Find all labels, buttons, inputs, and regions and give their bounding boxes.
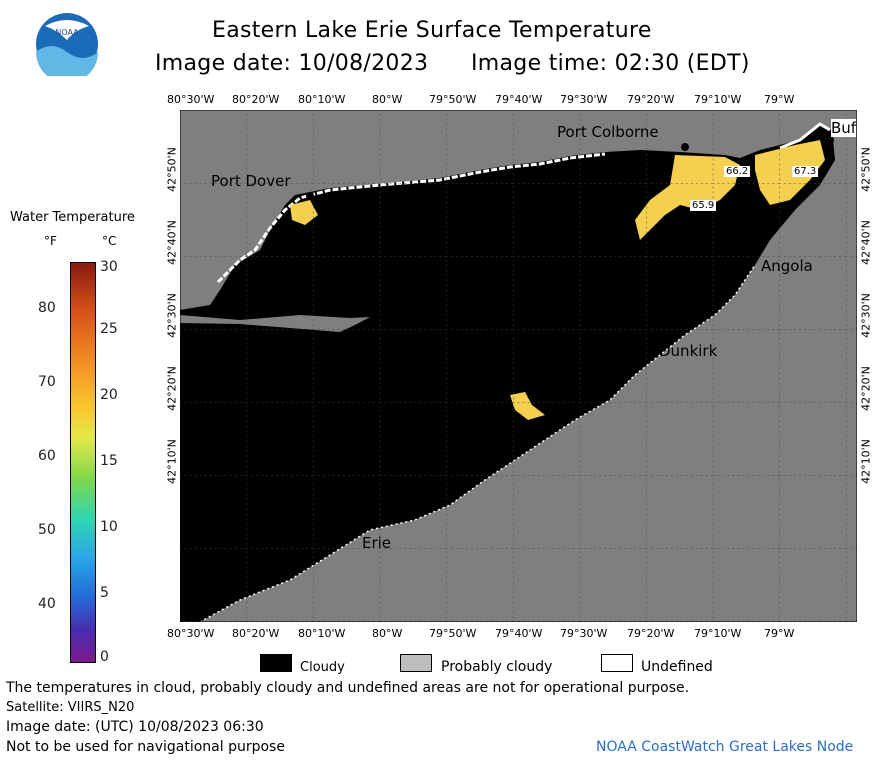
colorbar-tick-f: 80 [38,300,56,316]
lat-tick-right: 42°20'N [859,366,873,411]
lon-tick-top: 80°30'W [167,93,215,106]
colorbar-tick-f: 60 [38,448,56,464]
legend-label-probably-cloudy: Probably cloudy [441,659,553,675]
colorbar-tick-c: 0 [100,649,109,665]
lon-tick-top: 79°30'W [560,93,608,106]
label-erie: Erie [362,534,392,552]
lat-tick-right: 42°30'N [859,293,873,338]
label-port-colborne: Port Colborne [557,123,659,141]
marker-angola [754,248,762,256]
logo-text: NOAA [55,28,79,37]
footer-nav-warning: Not to be used for navigational purpose [6,739,285,755]
colorbar-title: Water Temperature [10,210,135,225]
colorbar-tick-f: 70 [38,374,56,390]
lat-tick-left: 42°40'N [165,220,179,265]
noaa-logo: NOAA [36,13,98,76]
colorbar-tick-f: 40 [38,596,56,612]
marker-port-colborne [681,143,689,151]
lon-tick-bottom: 80°20'W [232,627,280,640]
lon-tick-top: 79°10'W [694,93,742,106]
lon-tick-bottom: 79°W [764,627,795,640]
legend-swatch-cloudy [260,654,292,672]
lon-tick-bottom: 79°50'W [429,627,477,640]
label-dunkirk: Dunkirk [659,342,718,360]
lon-tick-top: 79°20'W [627,93,675,106]
image-time: Image time: 02:30 (EDT) [471,51,750,76]
temp-label-2: 67.3 [792,166,819,177]
lon-tick-bottom: 79°10'W [694,627,742,640]
lat-tick-right: 42°10'N [859,439,873,484]
label-port-dover: Port Dover [211,172,291,190]
lat-tick-left: 42°20'N [165,366,179,411]
lon-tick-bottom: 80°30'W [167,627,215,640]
label-angola: Angola [761,257,813,275]
legend-swatch-probably-cloudy [400,654,432,672]
lat-tick-left: 42°30'N [165,293,179,338]
legend-label-undefined: Undefined [641,659,713,675]
marker-erie [354,526,362,534]
lon-tick-top: 80°10'W [298,93,346,106]
colorbar-tick-f: 50 [38,522,56,538]
lat-tick-left: 42°10'N [165,439,179,484]
lon-tick-top: 79°W [764,93,795,106]
legend-swatch-undefined [601,654,633,672]
lon-tick-top: 80°W [372,93,403,106]
unit-celsius: °C [102,234,117,248]
colorbar-tick-c: 25 [100,321,118,337]
marker-port-dover [306,192,314,200]
lon-tick-bottom: 79°30'W [560,627,608,640]
colorbar-tick-c: 15 [100,453,118,469]
footer-image-date-utc: Image date: (UTC) 10/08/2023 06:30 [6,719,264,735]
colorbar-tick-c: 10 [100,519,118,535]
legend-label-cloudy: Cloudy [300,660,345,675]
page-title: Eastern Lake Erie Surface Temperature [212,18,652,43]
lake-erie-map [180,110,857,622]
lat-tick-left: 42°50'N [165,147,179,192]
lon-tick-bottom: 79°20'W [627,627,675,640]
lat-tick-right: 42°50'N [859,147,873,192]
colorbar-tick-c: 20 [100,387,118,403]
colorbar-tick-c: 30 [100,259,118,275]
lon-tick-top: 79°50'W [429,93,477,106]
image-date: Image date: 10/08/2023 [155,51,429,76]
lon-tick-bottom: 80°W [372,627,403,640]
marker-buffalo [826,136,834,144]
lon-tick-top: 79°40'W [495,93,543,106]
lat-tick-right: 42°40'N [859,220,873,265]
marker-dunkirk [651,338,659,346]
graticule [180,110,857,622]
temp-label-3: 65.9 [690,200,717,211]
colorbar-tick-c: 5 [100,585,109,601]
unit-fahrenheit: °F [44,234,57,248]
lon-tick-bottom: 79°40'W [495,627,543,640]
lon-tick-top: 80°20'W [232,93,280,106]
footer-credit: NOAA CoastWatch Great Lakes Node [596,739,854,755]
colorbar-gradient [70,262,96,663]
footer-note: The temperatures in cloud, probably clou… [6,680,690,696]
temp-label-1: 66.2 [724,166,751,177]
label-buffalo: Buf [831,119,857,137]
footer-satellite: Satellite: VIIRS_N20 [6,700,135,715]
lon-tick-bottom: 80°10'W [298,627,346,640]
